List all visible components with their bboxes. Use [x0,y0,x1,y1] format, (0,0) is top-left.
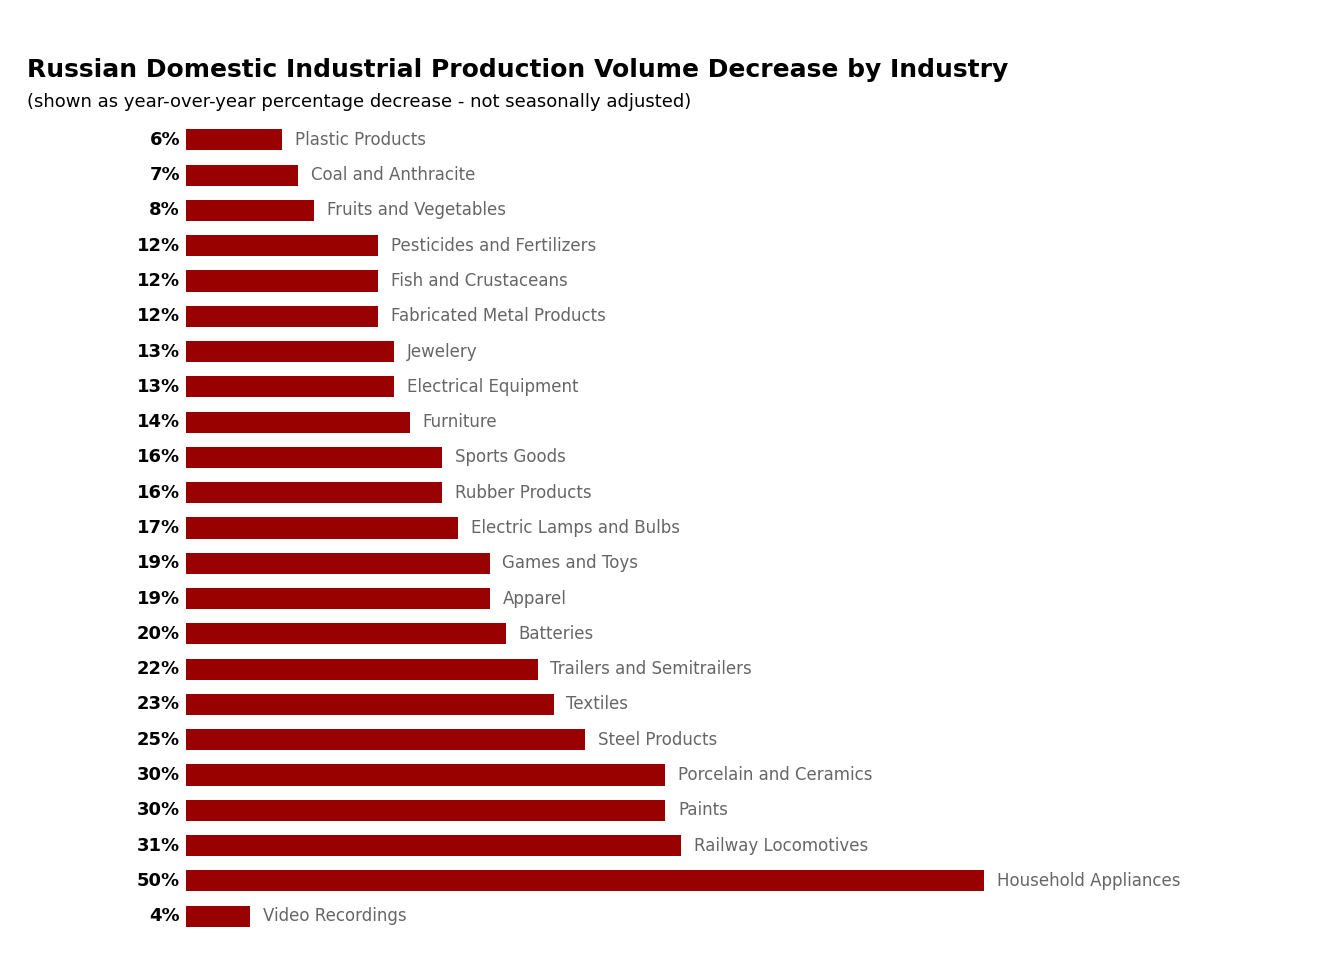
Text: Games and Toys: Games and Toys [503,554,638,572]
Text: Household Appliances: Household Appliances [997,872,1181,890]
Bar [187,659,538,680]
Bar [187,905,250,926]
Text: 16%: 16% [137,448,180,467]
Text: (shown as year-over-year percentage decrease - not seasonally adjusted): (shown as year-over-year percentage decr… [27,93,691,111]
Text: Batteries: Batteries [519,625,594,643]
Bar [187,200,314,221]
Text: Fruits and Vegetables: Fruits and Vegetables [327,202,505,220]
Text: 17%: 17% [137,519,180,537]
Text: Steel Products: Steel Products [598,731,718,749]
Text: 31%: 31% [137,836,180,854]
Text: Railway Locomotives: Railway Locomotives [694,836,868,854]
Bar [187,517,458,539]
Text: 6%: 6% [149,131,180,149]
Text: 50%: 50% [137,872,180,890]
Text: Sports Goods: Sports Goods [454,448,566,467]
Text: 8%: 8% [149,202,180,220]
Text: 13%: 13% [137,378,180,396]
Text: 12%: 12% [137,237,180,254]
Text: Apparel: Apparel [503,589,566,608]
Bar [187,553,489,574]
Bar [187,588,489,610]
Bar [187,694,554,715]
Bar [187,130,282,151]
Text: Textiles: Textiles [566,695,629,713]
Bar [187,623,505,644]
Text: Fabricated Metal Products: Fabricated Metal Products [391,307,606,325]
Text: 16%: 16% [137,484,180,502]
Text: 22%: 22% [137,660,180,678]
Text: 25%: 25% [137,731,180,749]
Text: Rubber Products: Rubber Products [454,484,591,502]
Text: Jewelery: Jewelery [407,343,477,361]
Text: 30%: 30% [137,766,180,784]
Bar [187,376,394,397]
Bar [187,870,984,892]
Text: Video Recordings: Video Recordings [263,907,407,925]
Text: 4%: 4% [149,907,180,925]
Text: 30%: 30% [137,802,180,819]
Text: 14%: 14% [137,413,180,431]
Text: Russian Domestic Industrial Production Volume Decrease by Industry: Russian Domestic Industrial Production V… [27,59,1008,83]
Bar [187,341,394,362]
Text: 23%: 23% [137,695,180,713]
Bar [187,164,298,186]
Bar [187,271,378,292]
Text: Furniture: Furniture [422,413,497,431]
Bar [187,305,378,327]
Text: 12%: 12% [137,307,180,325]
Text: 19%: 19% [137,554,180,572]
Text: 20%: 20% [137,625,180,643]
Bar [187,764,665,785]
Bar [187,412,410,433]
Text: Fish and Crustaceans: Fish and Crustaceans [391,272,567,290]
Text: 12%: 12% [137,272,180,290]
Bar [187,800,665,821]
Text: Porcelain and Ceramics: Porcelain and Ceramics [677,766,872,784]
Text: Plastic Products: Plastic Products [296,131,426,149]
Bar [187,235,378,256]
Text: 7%: 7% [149,166,180,184]
Text: Electric Lamps and Bulbs: Electric Lamps and Bulbs [470,519,680,537]
Text: Pesticides and Fertilizers: Pesticides and Fertilizers [391,237,595,254]
Text: 13%: 13% [137,343,180,361]
Text: 19%: 19% [137,589,180,608]
Text: Coal and Anthracite: Coal and Anthracite [310,166,476,184]
Text: Electrical Equipment: Electrical Equipment [407,378,578,396]
Text: Paints: Paints [677,802,728,819]
Text: Trailers and Semitrailers: Trailers and Semitrailers [551,660,753,678]
Bar [187,482,442,503]
Bar [187,835,681,856]
Bar [187,729,586,751]
Bar [187,446,442,468]
